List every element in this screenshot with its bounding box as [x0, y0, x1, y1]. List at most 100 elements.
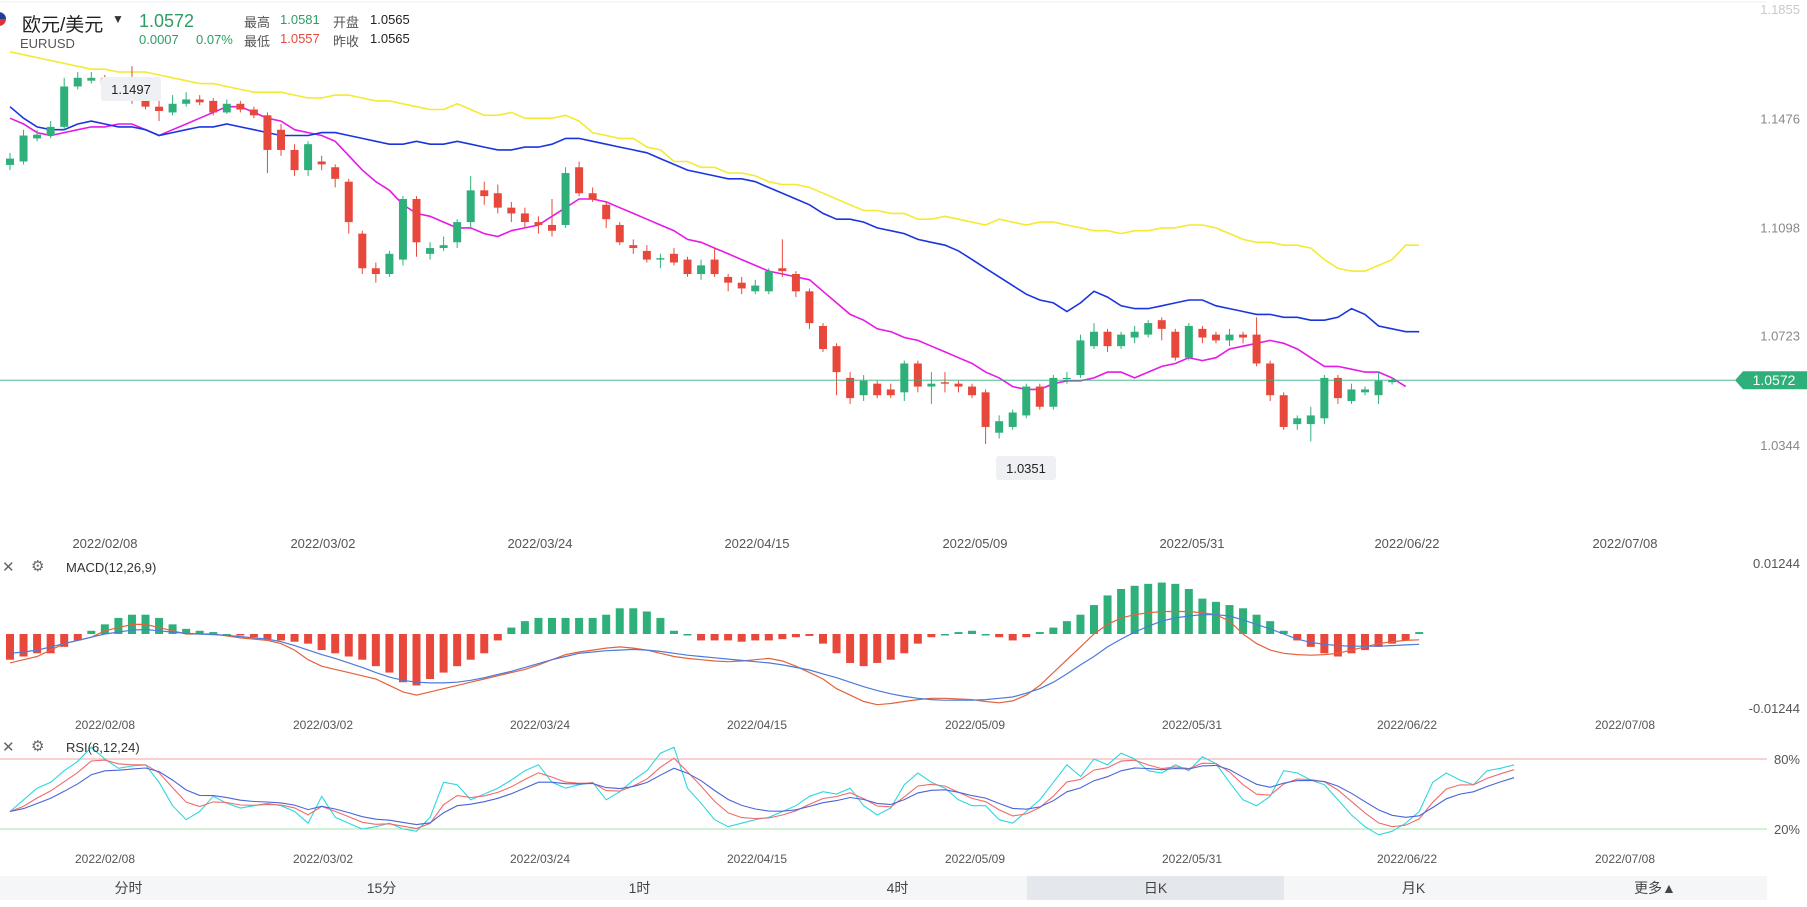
- candle-body: [1306, 415, 1315, 425]
- candle-body: [764, 271, 773, 292]
- tab-timeshare[interactable]: 分时: [114, 880, 143, 896]
- rsi-line: [9, 757, 1515, 830]
- macd-bar: [358, 634, 367, 660]
- candle-body: [602, 204, 611, 220]
- candle-body: [968, 386, 977, 396]
- macd-bar: [1144, 583, 1153, 634]
- candle-body: [385, 253, 394, 275]
- macd-bar: [1361, 634, 1369, 651]
- price-marker-box: [101, 77, 161, 101]
- dropdown-caret-icon[interactable]: ▼: [112, 12, 124, 26]
- candle-body: [1103, 331, 1112, 347]
- candle-body: [981, 392, 990, 427]
- ma-line: [9, 105, 1407, 391]
- macd-bar: [561, 617, 570, 634]
- candle-body: [1225, 334, 1234, 341]
- macd-bar: [1035, 632, 1044, 634]
- macd-bar: [859, 634, 868, 667]
- macd-bar: [642, 611, 651, 634]
- candle-body: [1211, 334, 1220, 341]
- macd-bar: [724, 634, 733, 641]
- candle-body: [168, 103, 177, 113]
- date-label: 2022/02/08: [72, 536, 137, 551]
- candle-body: [1198, 328, 1207, 338]
- macd-bar: [520, 621, 529, 634]
- date-label: 2022/05/31: [1159, 536, 1224, 551]
- macd-bar: [900, 634, 909, 654]
- macd-bar: [1266, 621, 1275, 634]
- macd-bar: [6, 634, 14, 660]
- ma-line: [9, 51, 1420, 272]
- candle-body: [615, 224, 624, 243]
- candle-body: [697, 265, 706, 275]
- moving-averages: [9, 51, 1420, 391]
- price-tick-label: 1.1098: [1760, 220, 1800, 235]
- price-change: 0.0007: [139, 32, 179, 47]
- macd-bar: [656, 617, 665, 634]
- candle-body: [1035, 386, 1044, 407]
- candle-body: [277, 129, 285, 150]
- macd-bar: [791, 634, 800, 638]
- close-rsi-icon[interactable]: ✕: [2, 739, 15, 756]
- macd-panel: 0.01244 -0.01244: [6, 556, 1800, 716]
- date-axis: 2022/02/08 2022/02/08 2022/02/08 2022/03/02…: [72, 536, 1657, 866]
- macd-bar: [155, 617, 164, 634]
- candle-body: [33, 134, 42, 139]
- date-label: 2022/05/31: [1162, 852, 1222, 866]
- macd-bar: [277, 634, 285, 641]
- candlestick-chart[interactable]: 1.1855 1.1476 1.1098 1.0723 1.0344 2022/02/0…: [0, 0, 1807, 876]
- candle-body: [1184, 325, 1193, 358]
- low-label: 最低: [244, 34, 271, 49]
- candle-body: [1090, 331, 1098, 347]
- candle-body: [710, 259, 719, 275]
- tab-daily[interactable]: 日K: [1027, 876, 1284, 900]
- macd-bar: [629, 608, 638, 634]
- macd-bar: [236, 634, 245, 636]
- macd-bar: [19, 634, 28, 657]
- macd-bar: [778, 634, 787, 640]
- macd-bar: [764, 634, 773, 641]
- tab-4hour[interactable]: 4时: [886, 880, 909, 896]
- rsi-settings-icon[interactable]: ⚙: [31, 738, 45, 755]
- prev-close-value: 1.0565: [370, 31, 410, 46]
- candle-body: [182, 99, 191, 104]
- tab-15min[interactable]: 15分: [366, 880, 397, 896]
- macd-bar: [588, 617, 597, 634]
- candle-body: [805, 291, 814, 324]
- instrument-name[interactable]: 欧元/美元: [22, 15, 104, 36]
- rsi-line: [9, 764, 1515, 826]
- candle-body: [1279, 395, 1288, 427]
- candle-body: [520, 213, 529, 223]
- macd-bar: [46, 634, 55, 654]
- candle-body: [209, 100, 218, 113]
- last-price: 1.0572: [139, 11, 195, 31]
- candle-body: [222, 103, 231, 113]
- tab-1hour[interactable]: 1时: [628, 880, 651, 896]
- macd-settings-icon[interactable]: ⚙: [31, 558, 45, 575]
- candle-body: [344, 181, 353, 223]
- macd-bar: [1211, 601, 1220, 634]
- date-label: 2022/06/22: [1377, 718, 1437, 732]
- low-value: 1.0557: [280, 31, 320, 46]
- date-label: 2022/03/02: [290, 536, 355, 551]
- candle-body: [927, 383, 936, 387]
- macd-bar: [873, 634, 882, 663]
- tab-monthly[interactable]: 月K: [1401, 880, 1426, 896]
- price-tick-label: 1.0723: [1760, 329, 1800, 344]
- macd-bar: [73, 634, 82, 641]
- date-label: 2022/05/09: [945, 718, 1005, 732]
- candle-body: [588, 193, 597, 200]
- close-macd-icon[interactable]: ✕: [2, 559, 15, 576]
- candle-body: [873, 383, 882, 396]
- candle-body: [155, 106, 164, 111]
- candle-body: [913, 363, 922, 387]
- macd-bar: [182, 628, 191, 634]
- candle-body: [846, 377, 855, 399]
- tab-more[interactable]: 更多▲: [1634, 880, 1676, 896]
- candle-body: [412, 199, 421, 243]
- macd-bar: [398, 634, 407, 683]
- macd-bar: [1008, 634, 1017, 641]
- date-label: 2022/06/22: [1374, 536, 1439, 551]
- macd-bar: [1171, 583, 1180, 634]
- macd-max-label: 0.01244: [1753, 556, 1800, 571]
